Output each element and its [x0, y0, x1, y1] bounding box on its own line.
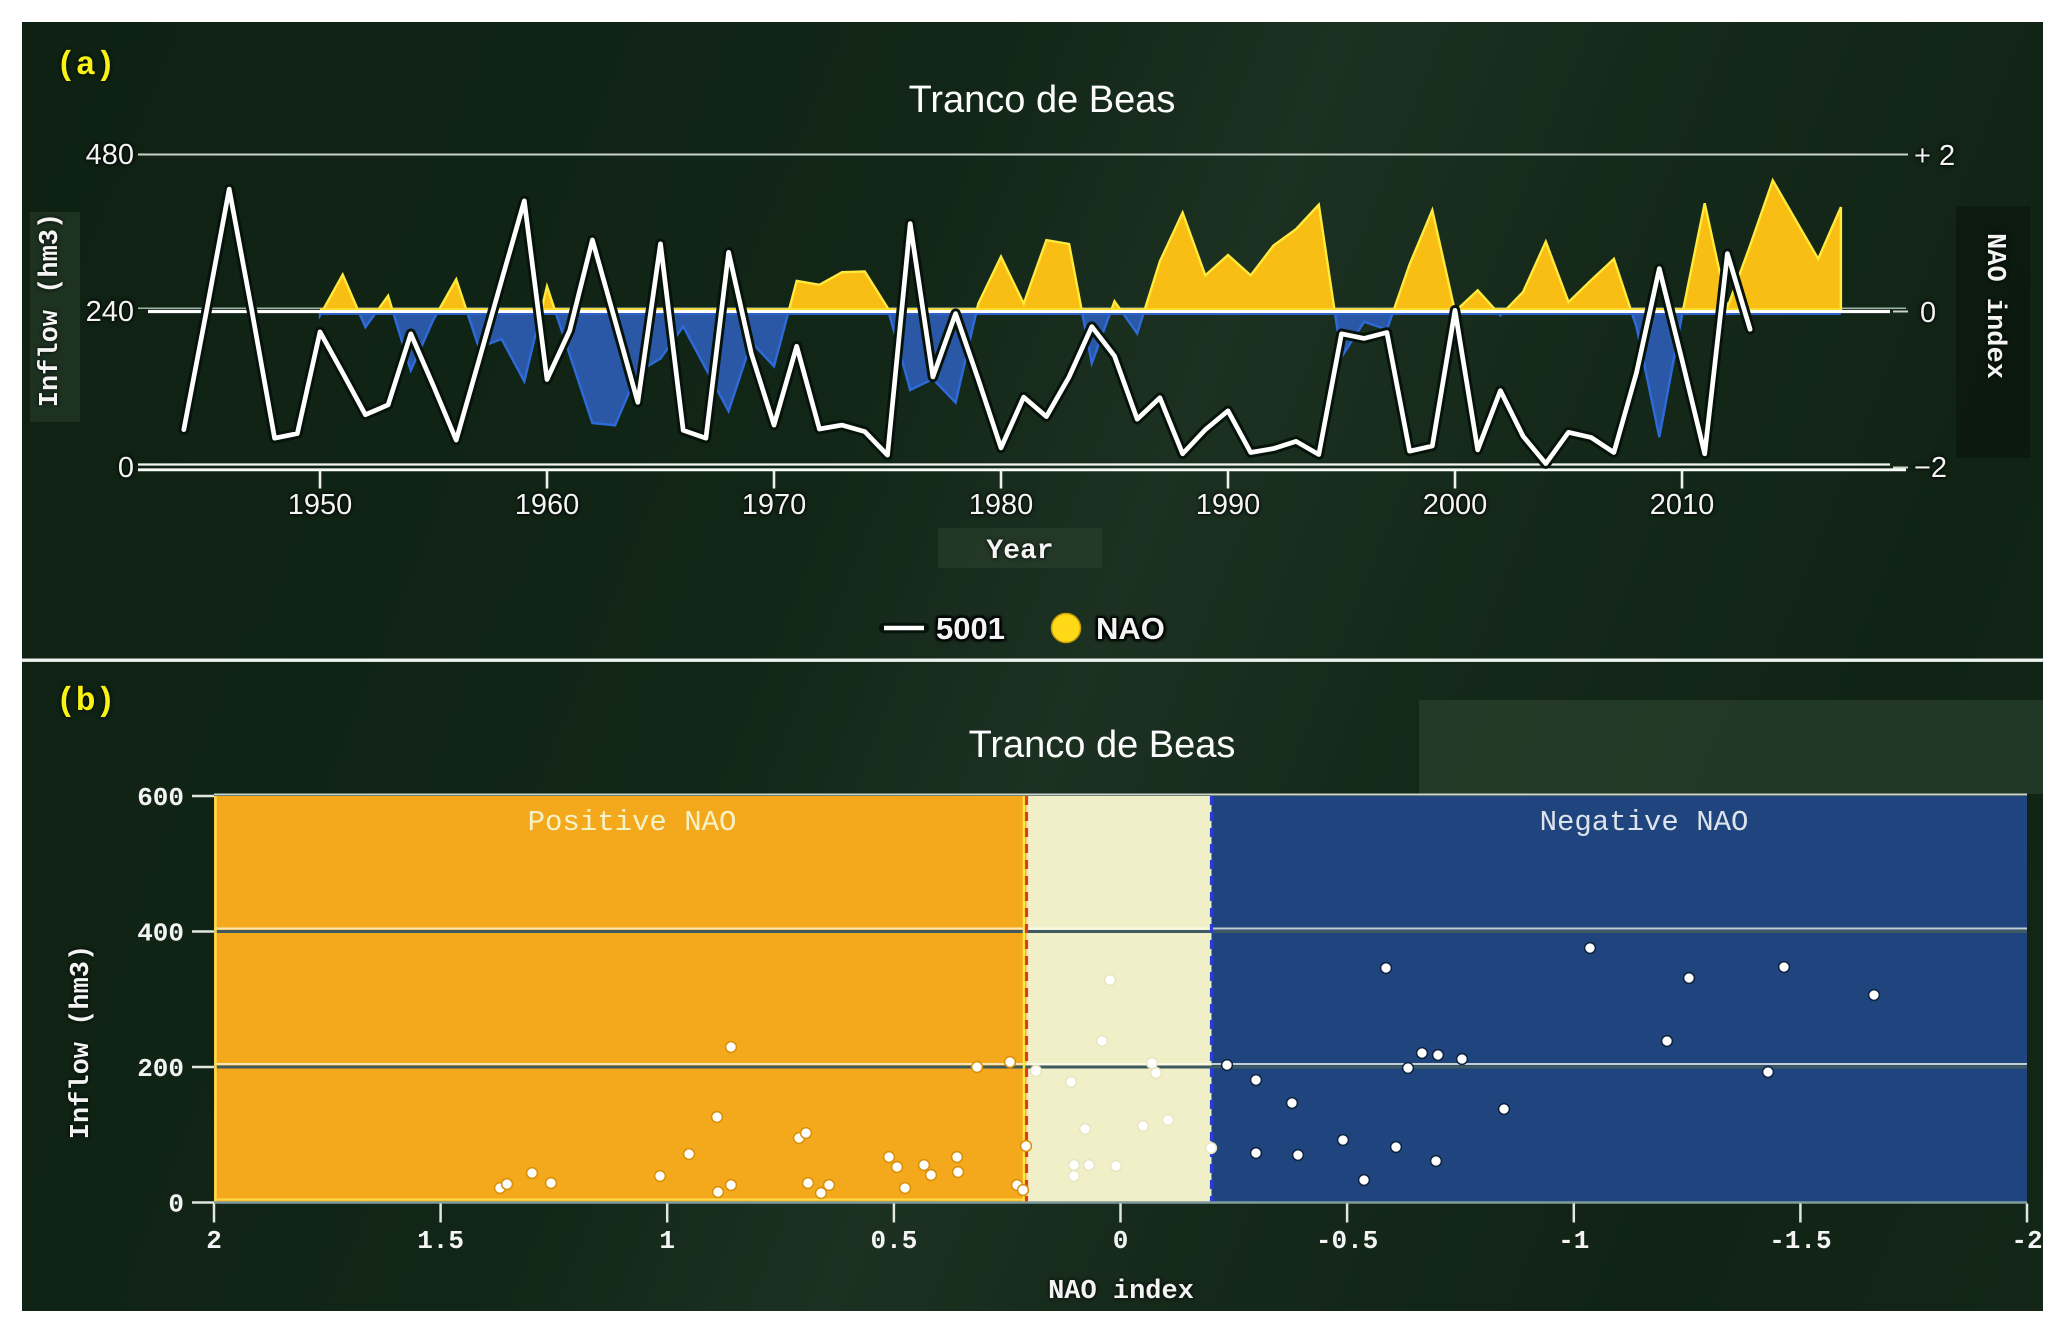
svg-text:Tranco de Beas: Tranco de Beas	[909, 79, 1176, 121]
svg-text:0: 0	[1920, 297, 1936, 329]
svg-text:Year: Year	[986, 536, 1053, 567]
svg-text:2000: 2000	[1423, 489, 1488, 521]
svg-text:0.5: 0.5	[870, 1226, 917, 1256]
svg-text:1970: 1970	[742, 489, 807, 521]
svg-text:NAO index: NAO index	[1979, 233, 2009, 379]
svg-text:200: 200	[137, 1054, 184, 1084]
svg-text:0: 0	[168, 1190, 184, 1220]
svg-text:2: 2	[206, 1226, 222, 1256]
svg-text:NAO: NAO	[1096, 611, 1165, 646]
svg-text:Positive NAO: Positive NAO	[528, 806, 737, 839]
svg-text:-1: -1	[1558, 1226, 1589, 1256]
svg-text:1950: 1950	[288, 489, 353, 521]
svg-text:Inflow (hm3): Inflow (hm3)	[67, 945, 97, 1139]
svg-text:1: 1	[659, 1226, 675, 1256]
svg-text:-0.5: -0.5	[1316, 1226, 1378, 1256]
svg-text:1980: 1980	[969, 489, 1034, 521]
svg-text:5001: 5001	[936, 611, 1005, 646]
svg-text:(a): (a)	[56, 47, 115, 84]
svg-text:−2: −2	[1914, 452, 1947, 484]
svg-text:(b): (b)	[56, 683, 115, 720]
svg-text:400: 400	[137, 919, 184, 949]
svg-text:600: 600	[137, 783, 184, 813]
svg-text:1.5: 1.5	[417, 1226, 464, 1256]
svg-text:-2: -2	[2011, 1226, 2042, 1256]
svg-text:-1.5: -1.5	[1769, 1226, 1831, 1256]
svg-text:0: 0	[118, 452, 134, 484]
svg-text:+ 2: + 2	[1914, 140, 1955, 172]
svg-text:NAO index: NAO index	[1048, 1277, 1194, 1307]
svg-text:0: 0	[1113, 1226, 1129, 1256]
svg-text:Tranco de Beas: Tranco de Beas	[969, 724, 1236, 766]
svg-text:2010: 2010	[1650, 489, 1715, 521]
svg-text:240: 240	[86, 296, 134, 328]
svg-text:Inflow (hm3): Inflow (hm3)	[36, 213, 66, 407]
svg-text:1960: 1960	[515, 489, 580, 521]
svg-text:Negative NAO: Negative NAO	[1540, 806, 1749, 839]
svg-text:1990: 1990	[1196, 489, 1261, 521]
svg-text:480: 480	[86, 139, 134, 171]
